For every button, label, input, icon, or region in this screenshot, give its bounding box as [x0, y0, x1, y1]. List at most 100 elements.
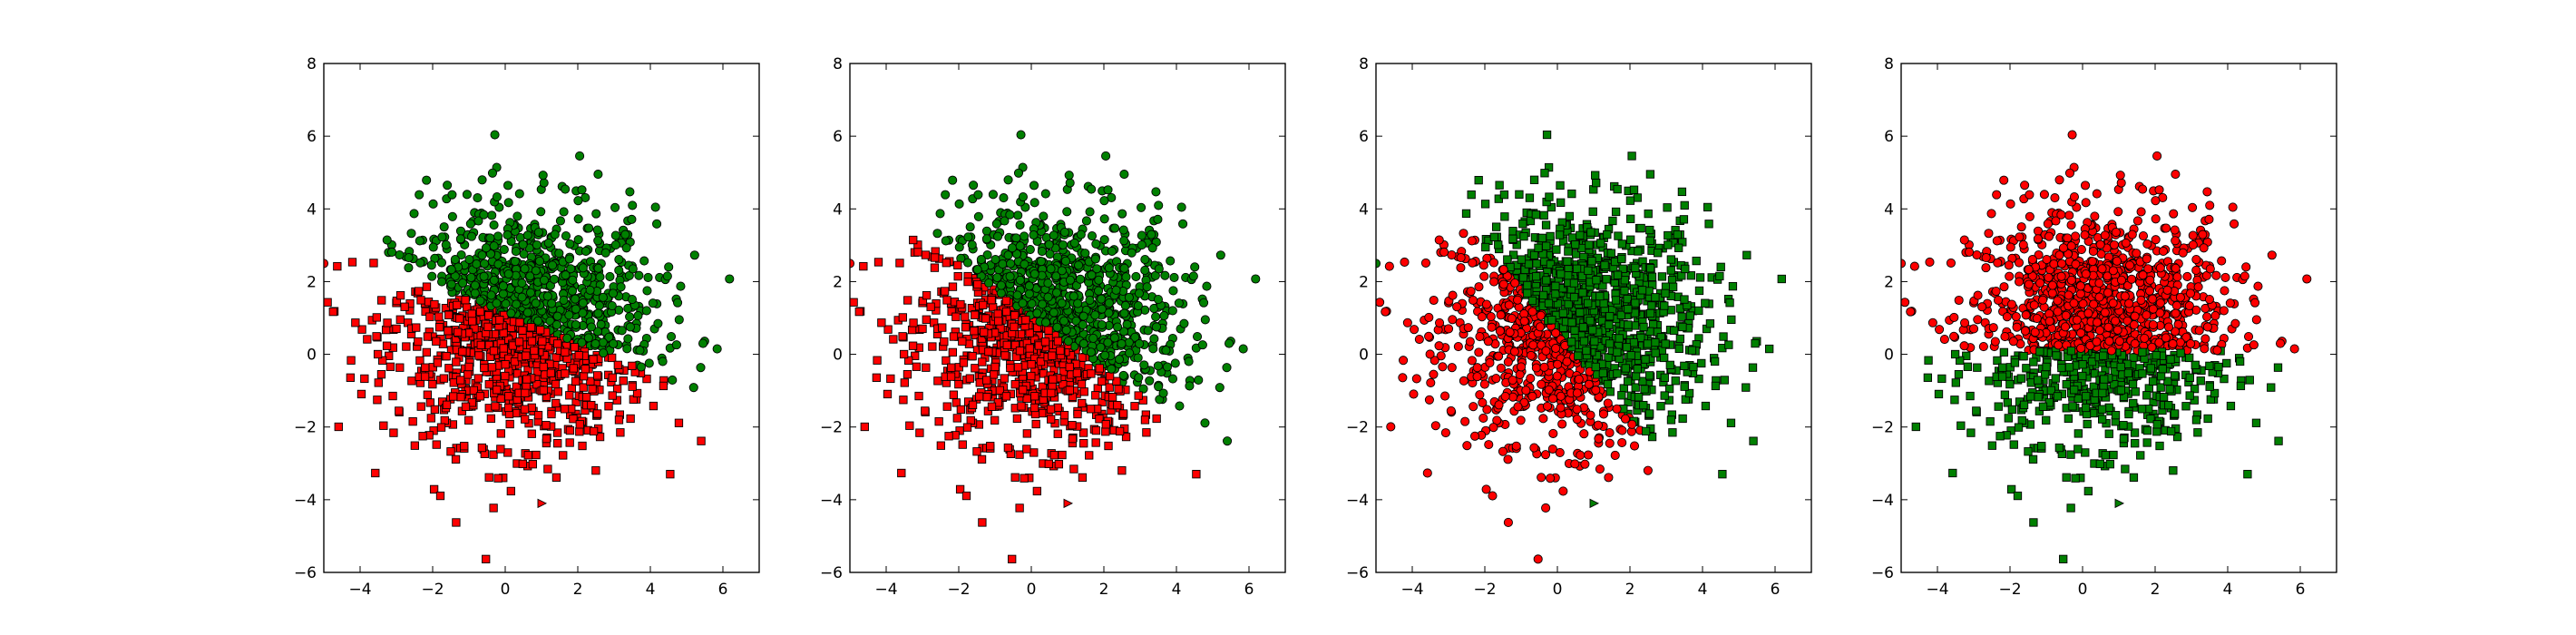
data-point — [2054, 175, 2064, 185]
data-point — [1523, 280, 1532, 290]
data-point — [934, 416, 943, 426]
data-point — [952, 414, 961, 423]
data-point — [1117, 466, 1127, 475]
data-point — [357, 325, 366, 334]
data-point — [532, 450, 541, 460]
data-point — [1142, 282, 1152, 292]
data-point — [1020, 259, 1029, 269]
data-point — [561, 184, 571, 194]
data-point — [1644, 409, 1654, 418]
data-point — [1137, 202, 1147, 212]
data-point — [973, 211, 983, 221]
data-point — [1130, 332, 1140, 342]
data-point — [455, 314, 464, 323]
data-point — [968, 351, 977, 361]
data-point — [2009, 440, 2018, 449]
data-point — [1617, 391, 1626, 400]
data-point — [1478, 260, 1488, 270]
data-point — [1584, 266, 1593, 276]
data-point — [1519, 231, 1528, 241]
data-point — [1582, 346, 1591, 356]
data-point — [1079, 387, 1088, 396]
data-point — [949, 332, 959, 341]
data-point — [1153, 295, 1164, 305]
data-point — [1478, 397, 1488, 407]
data-point — [1664, 396, 1673, 405]
data-point — [416, 402, 425, 411]
data-point — [898, 332, 907, 341]
data-point — [1424, 331, 1434, 341]
data-point — [515, 318, 524, 327]
data-point — [625, 187, 635, 197]
data-point — [1400, 257, 1410, 268]
data-point — [1027, 360, 1036, 369]
data-point — [1505, 327, 1515, 337]
data-point — [1058, 239, 1068, 250]
data-point — [1742, 250, 1751, 259]
data-point — [1726, 418, 1736, 427]
data-point — [725, 274, 735, 284]
data-point — [1085, 295, 1095, 305]
data-point — [2191, 265, 2201, 276]
data-point — [551, 398, 561, 408]
x-tick-label: −4 — [348, 581, 371, 599]
data-point — [1494, 240, 1503, 249]
data-point — [1085, 451, 1094, 460]
data-point — [1551, 328, 1561, 338]
data-point — [433, 358, 443, 367]
data-point — [407, 376, 416, 386]
data-point — [1529, 443, 1539, 453]
data-point — [578, 441, 587, 451]
data-point — [1532, 259, 1541, 269]
data-point — [1468, 258, 1478, 268]
data-point — [1012, 290, 1022, 300]
data-point — [1685, 311, 1695, 320]
data-point — [455, 234, 465, 244]
data-point — [1517, 255, 1527, 264]
data-point — [1564, 247, 1573, 256]
data-point — [948, 282, 958, 291]
data-point — [1644, 209, 1653, 219]
data-point — [1644, 371, 1654, 380]
data-point — [1566, 337, 1576, 347]
data-point — [1620, 286, 1629, 296]
data-point — [1119, 170, 1129, 180]
data-point — [575, 427, 584, 436]
data-point — [551, 379, 561, 389]
data-point — [992, 231, 1003, 241]
data-point — [551, 473, 561, 483]
data-point — [988, 190, 998, 200]
data-point — [428, 242, 438, 252]
data-point — [1056, 346, 1065, 356]
data-point — [2142, 391, 2152, 400]
data-point — [1614, 231, 1623, 240]
point-cloud — [274, 130, 735, 563]
data-point — [898, 313, 907, 322]
data-point — [360, 374, 369, 384]
data-point — [523, 451, 532, 460]
data-point — [1001, 392, 1011, 401]
data-point — [382, 235, 392, 245]
data-point — [1011, 249, 1022, 259]
data-point — [1105, 372, 1115, 381]
data-point — [595, 272, 605, 282]
data-point — [376, 370, 386, 379]
data-point — [1584, 379, 1594, 389]
data-point — [605, 271, 615, 281]
data-point — [1099, 196, 1109, 206]
data-point — [1093, 286, 1104, 296]
data-point — [414, 337, 423, 347]
data-point — [564, 310, 574, 320]
data-point — [274, 312, 281, 319]
data-point — [608, 391, 617, 400]
data-point — [712, 344, 722, 354]
data-point — [1054, 460, 1064, 469]
data-point — [1223, 436, 1233, 446]
data-point — [486, 290, 496, 300]
data-point — [458, 278, 468, 288]
data-point — [1576, 308, 1585, 318]
data-point — [592, 371, 602, 380]
data-point — [1414, 334, 1424, 345]
data-point — [574, 351, 583, 360]
